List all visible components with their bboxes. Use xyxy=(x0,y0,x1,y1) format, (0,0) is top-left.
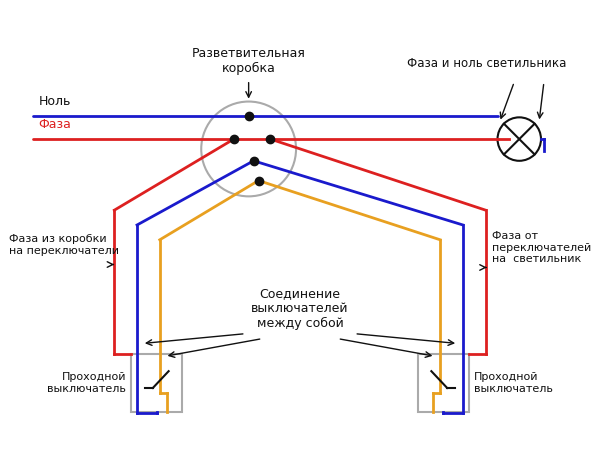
Text: Ноль: Ноль xyxy=(38,95,71,108)
Text: Проходной
выключатель: Проходной выключатель xyxy=(47,372,126,394)
Bar xyxy=(418,355,469,412)
Text: Соединение
выключателей
между собой: Соединение выключателей между собой xyxy=(251,288,349,330)
Text: Разветвительная
коробка: Разветвительная коробка xyxy=(192,47,305,75)
Bar xyxy=(131,355,182,412)
Text: Фаза из коробки
на переключатели: Фаза из коробки на переключатели xyxy=(8,234,119,256)
Text: Фаза от
переключателей
на  светильник: Фаза от переключателей на светильник xyxy=(492,231,592,264)
Text: Фаза: Фаза xyxy=(38,118,71,131)
Text: Фаза и ноль светильника: Фаза и ноль светильника xyxy=(407,57,566,70)
Text: Проходной
выключатель: Проходной выключатель xyxy=(474,372,553,394)
